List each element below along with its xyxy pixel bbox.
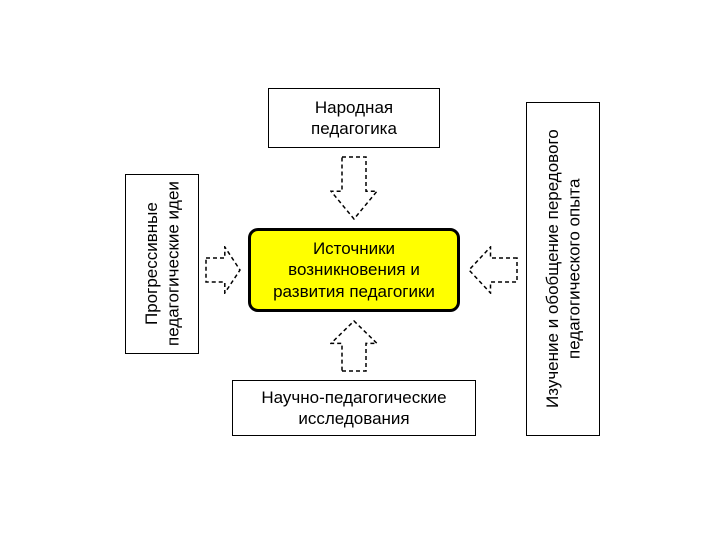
node-bottom: Научно-педагогические исследования [232,380,476,436]
node-center-label: Источники возникновения и развития педаг… [257,238,451,302]
arrow-left-icon [205,246,241,294]
arrow-top-icon [330,156,378,220]
diagram-canvas: Народная педагогика Научно-педагогически… [0,0,720,540]
node-right-label: Изучение и обобщение передового педагоги… [542,107,585,431]
node-center: Источники возникновения и развития педаг… [248,228,460,312]
node-left-label: Прогрессивные педагогические идеи [141,179,184,349]
node-top: Народная педагогика [268,88,440,148]
arrow-bottom-icon [330,320,378,372]
node-right: Изучение и обобщение передового педагоги… [526,102,600,436]
node-top-label: Народная педагогика [275,97,433,140]
arrow-right-icon [468,246,518,294]
node-left: Прогрессивные педагогические идеи [125,174,199,354]
node-bottom-label: Научно-педагогические исследования [239,387,469,430]
